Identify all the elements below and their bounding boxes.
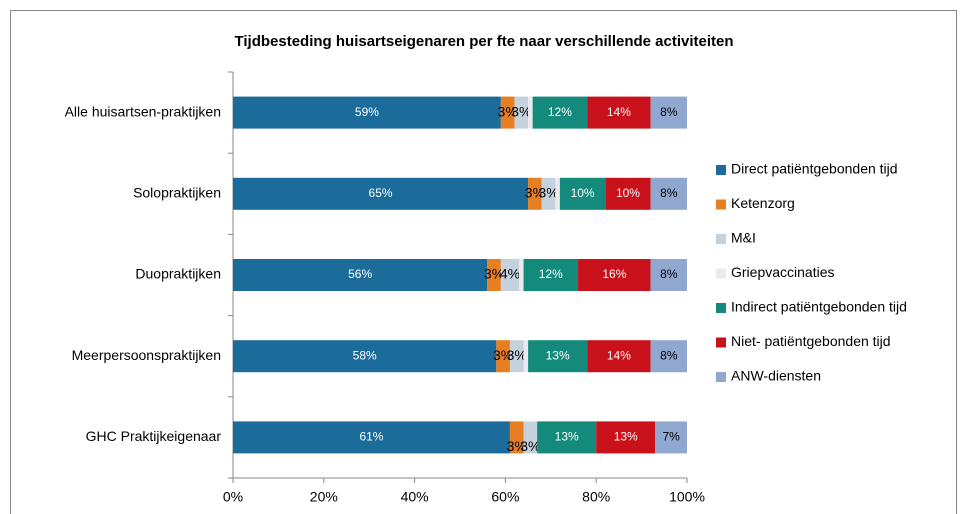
data-label: 56% xyxy=(348,267,372,281)
bar-segment xyxy=(655,421,687,454)
data-label: 3% xyxy=(507,347,527,363)
bar-segment xyxy=(509,340,524,373)
data-label: 3% xyxy=(498,103,518,119)
bar-segment xyxy=(537,421,597,454)
x-tick-label: 80% xyxy=(582,489,610,505)
bar-segment xyxy=(233,340,497,373)
data-label: 13% xyxy=(555,430,579,444)
data-label: 8% xyxy=(660,186,678,200)
data-label: 12% xyxy=(539,267,563,281)
bar-segment xyxy=(559,177,606,210)
y-tick-label: Solopraktijken xyxy=(133,185,221,201)
data-label: 10% xyxy=(571,186,595,200)
bar-segment xyxy=(528,96,533,129)
y-tick-label: GHC Praktijkeigenaar xyxy=(86,428,222,444)
bar-segment xyxy=(233,421,510,454)
x-tick-label: 100% xyxy=(669,489,705,505)
bar-segment xyxy=(523,340,529,373)
bar-segment xyxy=(509,421,524,454)
bar-segment xyxy=(528,340,588,373)
bar-segment xyxy=(500,96,515,129)
chart-title: Tijdbesteding huisartseigenaren per fte … xyxy=(234,33,733,50)
data-label: 13% xyxy=(546,348,570,362)
legend-label: Indirect patiëntgebonden tijd xyxy=(731,299,907,315)
data-label: 3% xyxy=(511,103,531,119)
bar-segment xyxy=(578,259,651,291)
bar-segment xyxy=(523,421,538,454)
data-label: 3% xyxy=(520,438,540,454)
legend-swatch xyxy=(716,337,726,348)
bar-segment xyxy=(496,340,510,373)
data-label: 65% xyxy=(369,186,393,200)
data-label: 16% xyxy=(602,267,626,281)
legend-label: M&I xyxy=(731,230,756,246)
legend-swatch xyxy=(716,165,726,175)
bar-segment xyxy=(500,259,520,291)
legend-swatch xyxy=(716,199,726,210)
data-label: 4% xyxy=(500,266,520,282)
legend-label: Ketenzorg xyxy=(731,195,795,211)
data-label: 14% xyxy=(607,348,631,362)
data-label: 3% xyxy=(507,438,527,454)
data-label: 10% xyxy=(616,186,640,200)
legend-swatch xyxy=(716,303,726,313)
bar-segment xyxy=(650,340,687,373)
data-label: 3% xyxy=(525,185,545,201)
bar-segment xyxy=(233,259,488,291)
data-label: 12% xyxy=(548,105,572,119)
data-label: 61% xyxy=(359,430,383,444)
bar-segment xyxy=(605,177,651,210)
x-tick-label: 20% xyxy=(310,489,338,505)
bar-segment xyxy=(528,177,542,210)
legend-swatch xyxy=(716,234,726,244)
bar-segment xyxy=(541,177,556,210)
bar-segment xyxy=(233,96,501,129)
x-tick-label: 40% xyxy=(401,489,429,505)
data-label: 7% xyxy=(662,430,680,444)
data-label: 3% xyxy=(538,185,558,201)
bar-segment xyxy=(650,177,687,210)
bar-segment xyxy=(523,259,579,291)
bar-segment xyxy=(514,96,529,129)
x-tick-label: 60% xyxy=(491,489,519,505)
legend-swatch xyxy=(716,268,726,279)
y-tick-label: Duopraktijken xyxy=(135,266,221,282)
bar-segment xyxy=(532,96,588,129)
data-label: 8% xyxy=(660,105,678,119)
bar-segment xyxy=(233,177,529,210)
data-label: 3% xyxy=(493,347,513,363)
data-label: 3% xyxy=(484,266,504,282)
data-label: 8% xyxy=(660,348,678,362)
y-tick-label: Alle huisartsen-praktijken xyxy=(65,103,221,119)
data-label: 13% xyxy=(614,430,638,444)
legend-label: Niet- patiëntgebonden tijd xyxy=(731,333,891,349)
bar-segment xyxy=(596,421,656,454)
bar-segment xyxy=(555,177,560,210)
bar-segment xyxy=(650,259,687,291)
bar-segment xyxy=(587,96,651,129)
bar-segment xyxy=(587,340,651,373)
data-label: 8% xyxy=(660,267,678,281)
bar-segment xyxy=(519,259,524,291)
y-tick-label: Meerpersoonspraktijken xyxy=(72,347,221,363)
legend-swatch xyxy=(716,372,726,382)
legend-label: Direct patiëntgebonden tijd xyxy=(731,161,898,177)
data-label: 59% xyxy=(355,105,379,119)
data-label: 58% xyxy=(353,348,377,362)
legend-label: ANW-diensten xyxy=(731,368,821,384)
bar-segment xyxy=(487,259,501,291)
legend-label: Griepvaccinaties xyxy=(731,264,835,280)
data-label: 14% xyxy=(607,105,631,119)
bar-segment xyxy=(650,96,687,129)
x-tick-label: 0% xyxy=(223,489,243,505)
